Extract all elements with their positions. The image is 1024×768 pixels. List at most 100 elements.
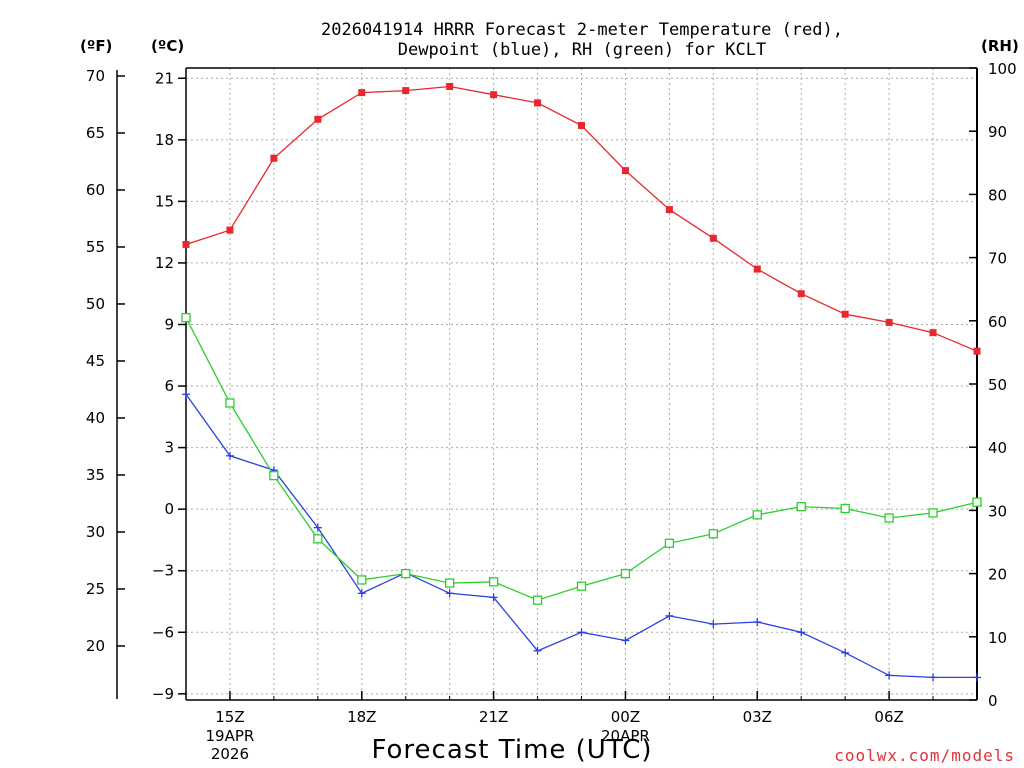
dewpoint-point xyxy=(225,451,234,460)
temperature-point xyxy=(314,115,322,123)
dewpoint-point xyxy=(665,611,674,620)
chart-title-line-2: Dewpoint (blue), RH (green) for KCLT xyxy=(398,40,766,60)
rh-point xyxy=(357,575,367,585)
rh-point xyxy=(488,577,499,587)
chart-title-line-1: 2026041914 HRRR Forecast 2-meter Tempera… xyxy=(321,20,843,40)
rh-point xyxy=(445,578,455,588)
x-tick-sublabel: 2026 xyxy=(211,745,249,763)
labels: 2026041914 HRRR Forecast 2-meter Tempera… xyxy=(80,20,1019,765)
fahrenheit-tick-label: 20 xyxy=(86,637,105,655)
temperature-point xyxy=(534,99,542,107)
dewpoint-point xyxy=(885,671,894,680)
rh-unit-label: (RH) xyxy=(981,37,1019,55)
grid-lines xyxy=(186,68,977,700)
dewpoint-point xyxy=(709,620,718,629)
celsius-tick-label: 6 xyxy=(164,377,174,395)
dewpoint-point xyxy=(489,593,498,602)
x-tick-label: 06Z xyxy=(874,708,903,726)
x-tick-sublabel: 19APR xyxy=(206,727,255,745)
x-tick-sublabel: 20APR xyxy=(601,727,650,745)
x-axis-label: Forecast Time (UTC) xyxy=(371,735,652,765)
temperature-point xyxy=(797,290,805,298)
temperature-point xyxy=(709,234,717,242)
dewpoint-point xyxy=(182,390,190,399)
fahrenheit-tick-label: 35 xyxy=(86,466,105,484)
rh-tick-label: 70 xyxy=(988,250,1007,268)
celsius-tick-label: 3 xyxy=(164,439,174,457)
rh-point xyxy=(401,568,411,579)
temperature-point xyxy=(885,318,893,326)
rh-tick-label: 0 xyxy=(988,692,998,710)
rh-point xyxy=(269,470,279,481)
fahrenheit-tick-label: 50 xyxy=(86,295,105,313)
x-tick-label: 03Z xyxy=(743,708,772,726)
x-tick-label: 21Z xyxy=(479,708,508,726)
temperature-point xyxy=(753,265,761,273)
dewpoint-point xyxy=(797,628,806,637)
temperature-point xyxy=(841,310,849,318)
dewpoint-point xyxy=(533,646,542,655)
rh-point xyxy=(576,581,587,591)
x-tick-label: 00Z xyxy=(611,708,640,726)
rh-point xyxy=(884,513,894,523)
rh-tick-label: 100 xyxy=(988,60,1017,78)
celsius-tick-label: 18 xyxy=(155,131,174,149)
celsius-tick-label: 9 xyxy=(164,315,174,333)
rh-tick-label: 80 xyxy=(988,186,1007,204)
temperature-point xyxy=(665,206,673,214)
dewpoint-point xyxy=(973,673,981,682)
dewpoint-point xyxy=(929,673,938,682)
rh-point xyxy=(752,510,762,520)
temperature-point xyxy=(358,89,366,97)
fahrenheit-unit-label: (ºF) xyxy=(80,37,112,55)
rh-point xyxy=(840,503,850,514)
rh-point xyxy=(796,501,806,512)
rh-tick-label: 60 xyxy=(988,313,1007,331)
temperature-point xyxy=(929,329,937,337)
rh-point xyxy=(532,595,543,605)
dewpoint-point xyxy=(621,636,630,645)
credit-link[interactable]: coolwx.com/models xyxy=(834,746,1015,765)
celsius-tick-label: 12 xyxy=(155,254,174,272)
fahrenheit-tick-label: 60 xyxy=(86,181,105,199)
fahrenheit-tick-label: 25 xyxy=(86,580,105,598)
fahrenheit-tick-label: 70 xyxy=(86,67,105,85)
rh-point xyxy=(708,529,718,539)
x-tick-label: 15Z xyxy=(215,708,244,726)
rh-tick-label: 90 xyxy=(988,123,1007,141)
series-rh xyxy=(181,312,982,605)
celsius-tick-label: 21 xyxy=(155,69,174,87)
dewpoint-point xyxy=(357,589,366,598)
rh-point xyxy=(313,534,323,544)
temperature-point xyxy=(578,121,585,129)
series-layer xyxy=(181,82,982,682)
celsius-tick-label: −9 xyxy=(152,685,174,703)
celsius-tick-label: 0 xyxy=(164,500,174,518)
rh-tick-label: 10 xyxy=(988,629,1007,647)
rh-tick-label: 40 xyxy=(988,439,1007,457)
rh-point xyxy=(181,312,191,323)
fahrenheit-tick-label: 55 xyxy=(86,238,105,256)
fahrenheit-tick-label: 65 xyxy=(86,124,105,142)
dewpoint-point xyxy=(577,628,586,637)
rh-point xyxy=(225,398,235,408)
temperature-point xyxy=(446,82,454,90)
celsius-tick-label: −3 xyxy=(152,562,174,580)
celsius-tick-label: −6 xyxy=(152,623,174,641)
dewpoint-point xyxy=(445,589,454,598)
celsius-tick-label: 15 xyxy=(155,192,174,210)
temperature-point xyxy=(226,226,234,234)
rh-point xyxy=(620,568,631,579)
celsius-unit-label: (ºC) xyxy=(151,37,184,55)
dewpoint-point xyxy=(753,618,762,627)
rh-tick-label: 30 xyxy=(988,502,1007,520)
temperature-point xyxy=(402,87,410,95)
series-dewpoint xyxy=(182,390,981,682)
temperature-point xyxy=(182,240,190,248)
temperature-point xyxy=(270,154,278,162)
temperature-point xyxy=(973,347,981,355)
fahrenheit-tick-label: 45 xyxy=(86,352,105,370)
rh-tick-label: 50 xyxy=(988,376,1007,394)
temperature-point xyxy=(490,91,498,99)
